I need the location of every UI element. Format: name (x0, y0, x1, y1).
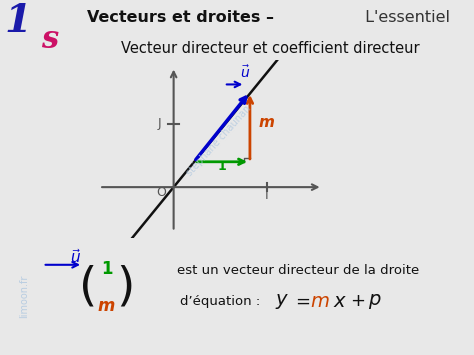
Text: I: I (265, 189, 268, 202)
Text: Vecteurs et droites –: Vecteurs et droites – (87, 10, 274, 25)
Text: ): ) (117, 264, 135, 310)
Text: m: m (98, 297, 115, 315)
Text: $\vec{u}$: $\vec{u}$ (240, 65, 250, 81)
Text: $=$: $=$ (292, 292, 310, 310)
Text: (: ( (79, 264, 97, 310)
Text: d’équation :: d’équation : (180, 295, 260, 308)
Text: m: m (259, 115, 274, 130)
Text: 1: 1 (101, 261, 112, 278)
Text: est un vecteur directeur de la droite: est un vecteur directeur de la droite (177, 264, 420, 277)
Text: $p$: $p$ (368, 291, 381, 311)
Text: $x$: $x$ (333, 291, 347, 311)
Text: 1: 1 (5, 2, 32, 40)
Text: $m$: $m$ (310, 291, 330, 311)
Text: $\vec{u}$: $\vec{u}$ (70, 248, 82, 266)
Text: $y$: $y$ (275, 291, 289, 311)
Text: 1: 1 (218, 160, 227, 173)
Text: stéphane chaunan: stéphane chaunan (184, 103, 253, 178)
Text: Vecteur directeur et coefficient directeur: Vecteur directeur et coefficient directe… (121, 41, 419, 56)
Text: s: s (41, 24, 58, 55)
Text: O: O (156, 186, 166, 199)
Text: $+$: $+$ (350, 292, 365, 310)
Text: J: J (158, 117, 162, 130)
Text: limoon.fr: limoon.fr (19, 275, 29, 318)
Text: L'essentiel: L'essentiel (360, 10, 450, 25)
